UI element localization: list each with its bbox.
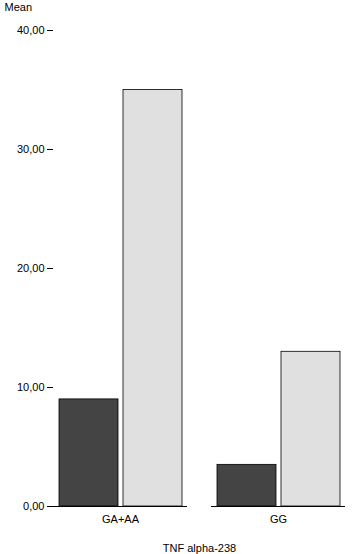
svg-text:GA+AA: GA+AA [102, 513, 140, 525]
svg-text:TNF alpha-238: TNF alpha-238 [163, 542, 236, 554]
svg-text:10,00: 10,00 [17, 381, 45, 393]
svg-text:40,00: 40,00 [17, 24, 45, 36]
svg-text:20,00: 20,00 [17, 262, 45, 274]
svg-text:Mean: Mean [5, 1, 33, 13]
svg-text:GG: GG [270, 513, 287, 525]
svg-text:30,00: 30,00 [17, 143, 45, 155]
svg-text:0,00: 0,00 [23, 500, 44, 512]
